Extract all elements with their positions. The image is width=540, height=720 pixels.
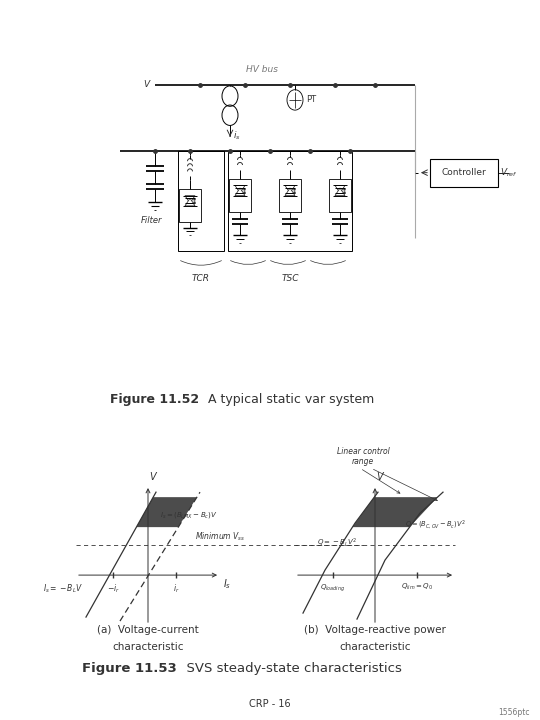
Text: 1556ptc: 1556ptc	[498, 708, 530, 716]
Text: $I_s$: $I_s$	[223, 577, 231, 591]
Text: Controller: Controller	[442, 168, 487, 177]
Text: HV bus: HV bus	[246, 66, 278, 74]
Text: Linear control
range: Linear control range	[336, 447, 389, 466]
Bar	[228, 151, 352, 251]
Polygon shape	[185, 198, 195, 206]
Polygon shape	[235, 188, 245, 196]
Text: $-i_r$: $-i_r$	[106, 582, 119, 595]
Polygon shape	[235, 186, 245, 193]
Text: TCR: TCR	[192, 274, 210, 282]
Polygon shape	[335, 186, 345, 193]
Text: characteristic: characteristic	[112, 642, 184, 652]
Text: Filter: Filter	[141, 216, 163, 225]
Text: A typical static var system: A typical static var system	[200, 393, 374, 406]
Text: $i_r$: $i_r$	[173, 582, 179, 595]
Bar	[430, 158, 498, 186]
Text: Minimum $V_{ss}$: Minimum $V_{ss}$	[195, 531, 245, 543]
Polygon shape	[353, 497, 437, 527]
Bar	[279, 179, 301, 212]
Polygon shape	[285, 188, 295, 196]
Text: PT: PT	[306, 96, 316, 104]
Text: $Q_{lim}=Q_0$: $Q_{lim}=Q_0$	[401, 582, 433, 593]
Text: Figure 11.53: Figure 11.53	[82, 662, 177, 675]
Text: $V_{ref}$: $V_{ref}$	[500, 166, 518, 179]
Text: $Q=(B_{C,OV}-B_c)V^2$: $Q=(B_{C,OV}-B_c)V^2$	[405, 519, 465, 531]
Text: (a)  Voltage-current: (a) Voltage-current	[97, 625, 199, 635]
Bar	[229, 179, 251, 212]
Text: $I_s = -B_L V$: $I_s = -B_L V$	[43, 582, 83, 595]
Text: V: V	[143, 80, 149, 89]
Text: $I_s=(B_{LMX}-B_c)V$: $I_s=(B_{LMX}-B_c)V$	[160, 510, 218, 520]
Polygon shape	[137, 497, 197, 527]
Text: V: V	[376, 472, 383, 482]
Polygon shape	[335, 188, 345, 196]
Text: characteristic: characteristic	[339, 642, 411, 652]
Text: V: V	[149, 472, 156, 482]
Text: Figure 11.52: Figure 11.52	[110, 393, 199, 406]
Bar	[178, 151, 224, 251]
Text: SVS steady-state characteristics: SVS steady-state characteristics	[178, 662, 402, 675]
Bar	[329, 179, 351, 212]
Bar	[179, 189, 201, 222]
Text: CRP - 16: CRP - 16	[249, 699, 291, 709]
Text: (b)  Voltage-reactive power: (b) Voltage-reactive power	[304, 625, 446, 635]
Text: $Q = -B_L V^2$: $Q = -B_L V^2$	[317, 537, 357, 549]
Polygon shape	[285, 186, 295, 193]
Text: $i_s$: $i_s$	[233, 130, 241, 142]
Text: $Q_{loading}$: $Q_{loading}$	[320, 582, 346, 593]
Text: TSC: TSC	[281, 274, 299, 282]
Polygon shape	[185, 196, 195, 203]
